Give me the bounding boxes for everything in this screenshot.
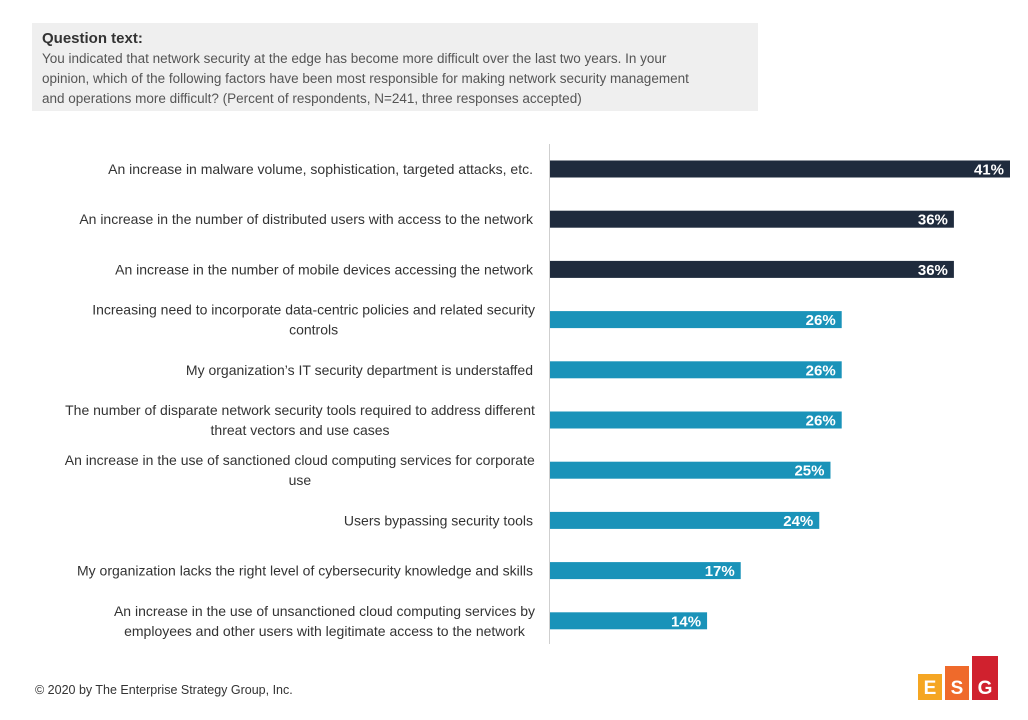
bar [550, 210, 954, 228]
bar [550, 260, 954, 278]
bar-chart: 41% An increase in malware volume, sophis… [65, 160, 1010, 639]
category-label: use [289, 472, 312, 488]
category-axis-line [549, 144, 550, 644]
bar [550, 612, 708, 630]
bar-value-label: 26% [806, 362, 836, 379]
svg-text:E: E [924, 678, 937, 699]
category-label: My organization’s IT security department… [186, 362, 533, 378]
bar-value-label: 36% [918, 212, 948, 229]
category-label: employees and other users with legitimat… [124, 623, 526, 639]
category-label: My organization lacks the right level of… [77, 563, 533, 579]
question-box: Question text: You indicated that networ… [32, 23, 758, 111]
category-label: controls [289, 322, 338, 338]
bar [550, 461, 831, 479]
category-label: Increasing need to incorporate data-cent… [92, 302, 535, 318]
svg-text:G: G [978, 678, 993, 699]
svg-text:S: S [951, 678, 964, 699]
question-heading: Question text: [42, 30, 143, 47]
category-label: Users bypassing security tools [344, 512, 533, 528]
copyright-notice: © 2020 by The Enterprise Strategy Group,… [35, 683, 293, 697]
category-label: An increase in malware volume, sophistic… [108, 161, 533, 177]
category-label: An increase in the number of mobile devi… [115, 261, 534, 277]
category-label: threat vectors and use cases [211, 422, 390, 438]
category-label: An increase in the use of unsanctioned c… [114, 603, 535, 619]
bar [550, 361, 842, 379]
bar-value-label: 14% [671, 613, 701, 630]
esg-logo: E S G [918, 656, 998, 700]
question-line: opinion, which of the following factors … [42, 71, 689, 86]
question-body: You indicated that network security at t… [42, 49, 748, 109]
bar-value-label: 36% [918, 262, 948, 279]
bar [550, 311, 842, 329]
bar [550, 562, 741, 580]
question-line: and operations more difficult? (Percent … [42, 91, 582, 106]
bar-value-label: 17% [705, 563, 735, 580]
bar-value-label: 41% [974, 162, 1004, 179]
bar-value-label: 25% [794, 463, 824, 480]
bar [550, 511, 820, 529]
bar-value-label: 26% [806, 413, 836, 430]
bar-value-label: 24% [783, 513, 813, 530]
category-label: The number of disparate network security… [65, 402, 535, 418]
bar [550, 160, 1010, 178]
bar-value-label: 26% [806, 312, 836, 329]
category-label: An increase in the use of sanctioned clo… [65, 452, 535, 468]
question-line: You indicated that network security at t… [42, 51, 667, 66]
category-label: An increase in the number of distributed… [79, 211, 534, 227]
bar [550, 411, 842, 429]
